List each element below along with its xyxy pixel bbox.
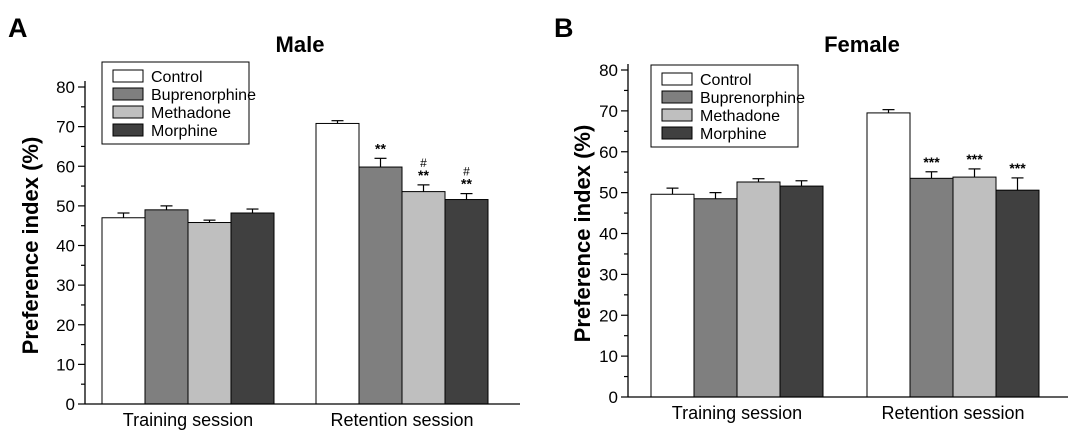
bar-morphine-training — [779, 185, 824, 398]
y-tick-label: 30 — [599, 265, 618, 284]
bar-control-retention — [866, 112, 911, 398]
bar-buprenorphine-training — [693, 198, 738, 398]
legend-swatch — [661, 108, 693, 122]
y-tick-label: 60 — [56, 157, 75, 176]
significance-hash: # — [420, 156, 427, 170]
significance-hash: # — [463, 165, 470, 179]
legend-label: Morphine — [151, 123, 218, 140]
legend-label: Control — [151, 69, 203, 86]
x-category-label: Retention session — [881, 403, 1024, 423]
bar-morphine-retention — [995, 189, 1040, 398]
bar-buprenorphine-retention — [909, 177, 954, 398]
panel-letter: B — [554, 13, 574, 43]
y-tick-label: 50 — [599, 184, 618, 203]
significance-stars: *** — [966, 151, 983, 167]
panel-letter: A — [8, 13, 28, 43]
y-tick-label: 80 — [56, 78, 75, 97]
y-tick-label: 0 — [609, 388, 618, 407]
bar-morphine-retention — [444, 199, 489, 405]
y-tick-label: 20 — [599, 306, 618, 325]
y-tick-label: 40 — [56, 237, 75, 256]
chart-panel-a: A Male Preference index (%) Training sessio… — [8, 13, 520, 430]
bar-buprenorphine-retention — [358, 166, 403, 405]
significance-stars: ** — [375, 140, 386, 156]
y-tick-label: 10 — [599, 347, 618, 366]
y-axis-label: Preference index (%) — [570, 125, 595, 343]
y-tick-label: 40 — [599, 225, 618, 244]
bar-methadone-training — [736, 181, 781, 398]
bar-control-retention — [315, 122, 360, 405]
legend-swatch — [112, 105, 144, 119]
y-tick-label: 20 — [56, 316, 75, 335]
bar-control-training — [650, 193, 695, 398]
legend-swatch — [661, 72, 693, 86]
y-tick-label: 0 — [66, 395, 75, 414]
bar-morphine-training — [230, 212, 275, 405]
legend-swatch — [112, 87, 144, 101]
y-tick-label: 70 — [599, 102, 618, 121]
bar-buprenorphine-training — [144, 209, 189, 405]
bar-methadone-retention — [952, 176, 997, 398]
legend-label: Morphine — [700, 126, 767, 143]
x-category-label: Training session — [672, 403, 802, 423]
bar-methadone-retention — [401, 191, 446, 405]
chart-title: Male — [276, 32, 325, 57]
significance-stars: ** — [461, 176, 472, 192]
y-tick-label: 30 — [56, 276, 75, 295]
bar-control-training — [101, 217, 146, 405]
y-tick-label: 70 — [56, 118, 75, 137]
chart-title: Female — [824, 32, 900, 57]
y-tick-label: 10 — [56, 355, 75, 374]
legend-label: Methadone — [700, 108, 780, 125]
x-category-label: Training session — [123, 410, 253, 430]
legend-label: Buprenorphine — [151, 87, 256, 104]
chart-panel-b: B Female Preference index (%) Training sess… — [554, 13, 1068, 423]
y-axis-label: Preference index (%) — [18, 137, 43, 355]
significance-stars: *** — [1009, 160, 1026, 176]
y-tick-label: 80 — [599, 61, 618, 80]
significance-stars: *** — [923, 154, 940, 170]
legend-swatch — [661, 126, 693, 140]
x-category-label: Retention session — [330, 410, 473, 430]
legend-swatch — [112, 123, 144, 137]
legend-label: Methadone — [151, 105, 231, 122]
bar-methadone-training — [187, 222, 232, 405]
legend-label: Control — [700, 72, 752, 89]
y-tick-label: 50 — [56, 197, 75, 216]
significance-stars: ** — [418, 167, 429, 183]
legend-swatch — [112, 69, 144, 83]
legend-swatch — [661, 90, 693, 104]
y-tick-label: 60 — [599, 143, 618, 162]
legend-label: Buprenorphine — [700, 90, 805, 107]
